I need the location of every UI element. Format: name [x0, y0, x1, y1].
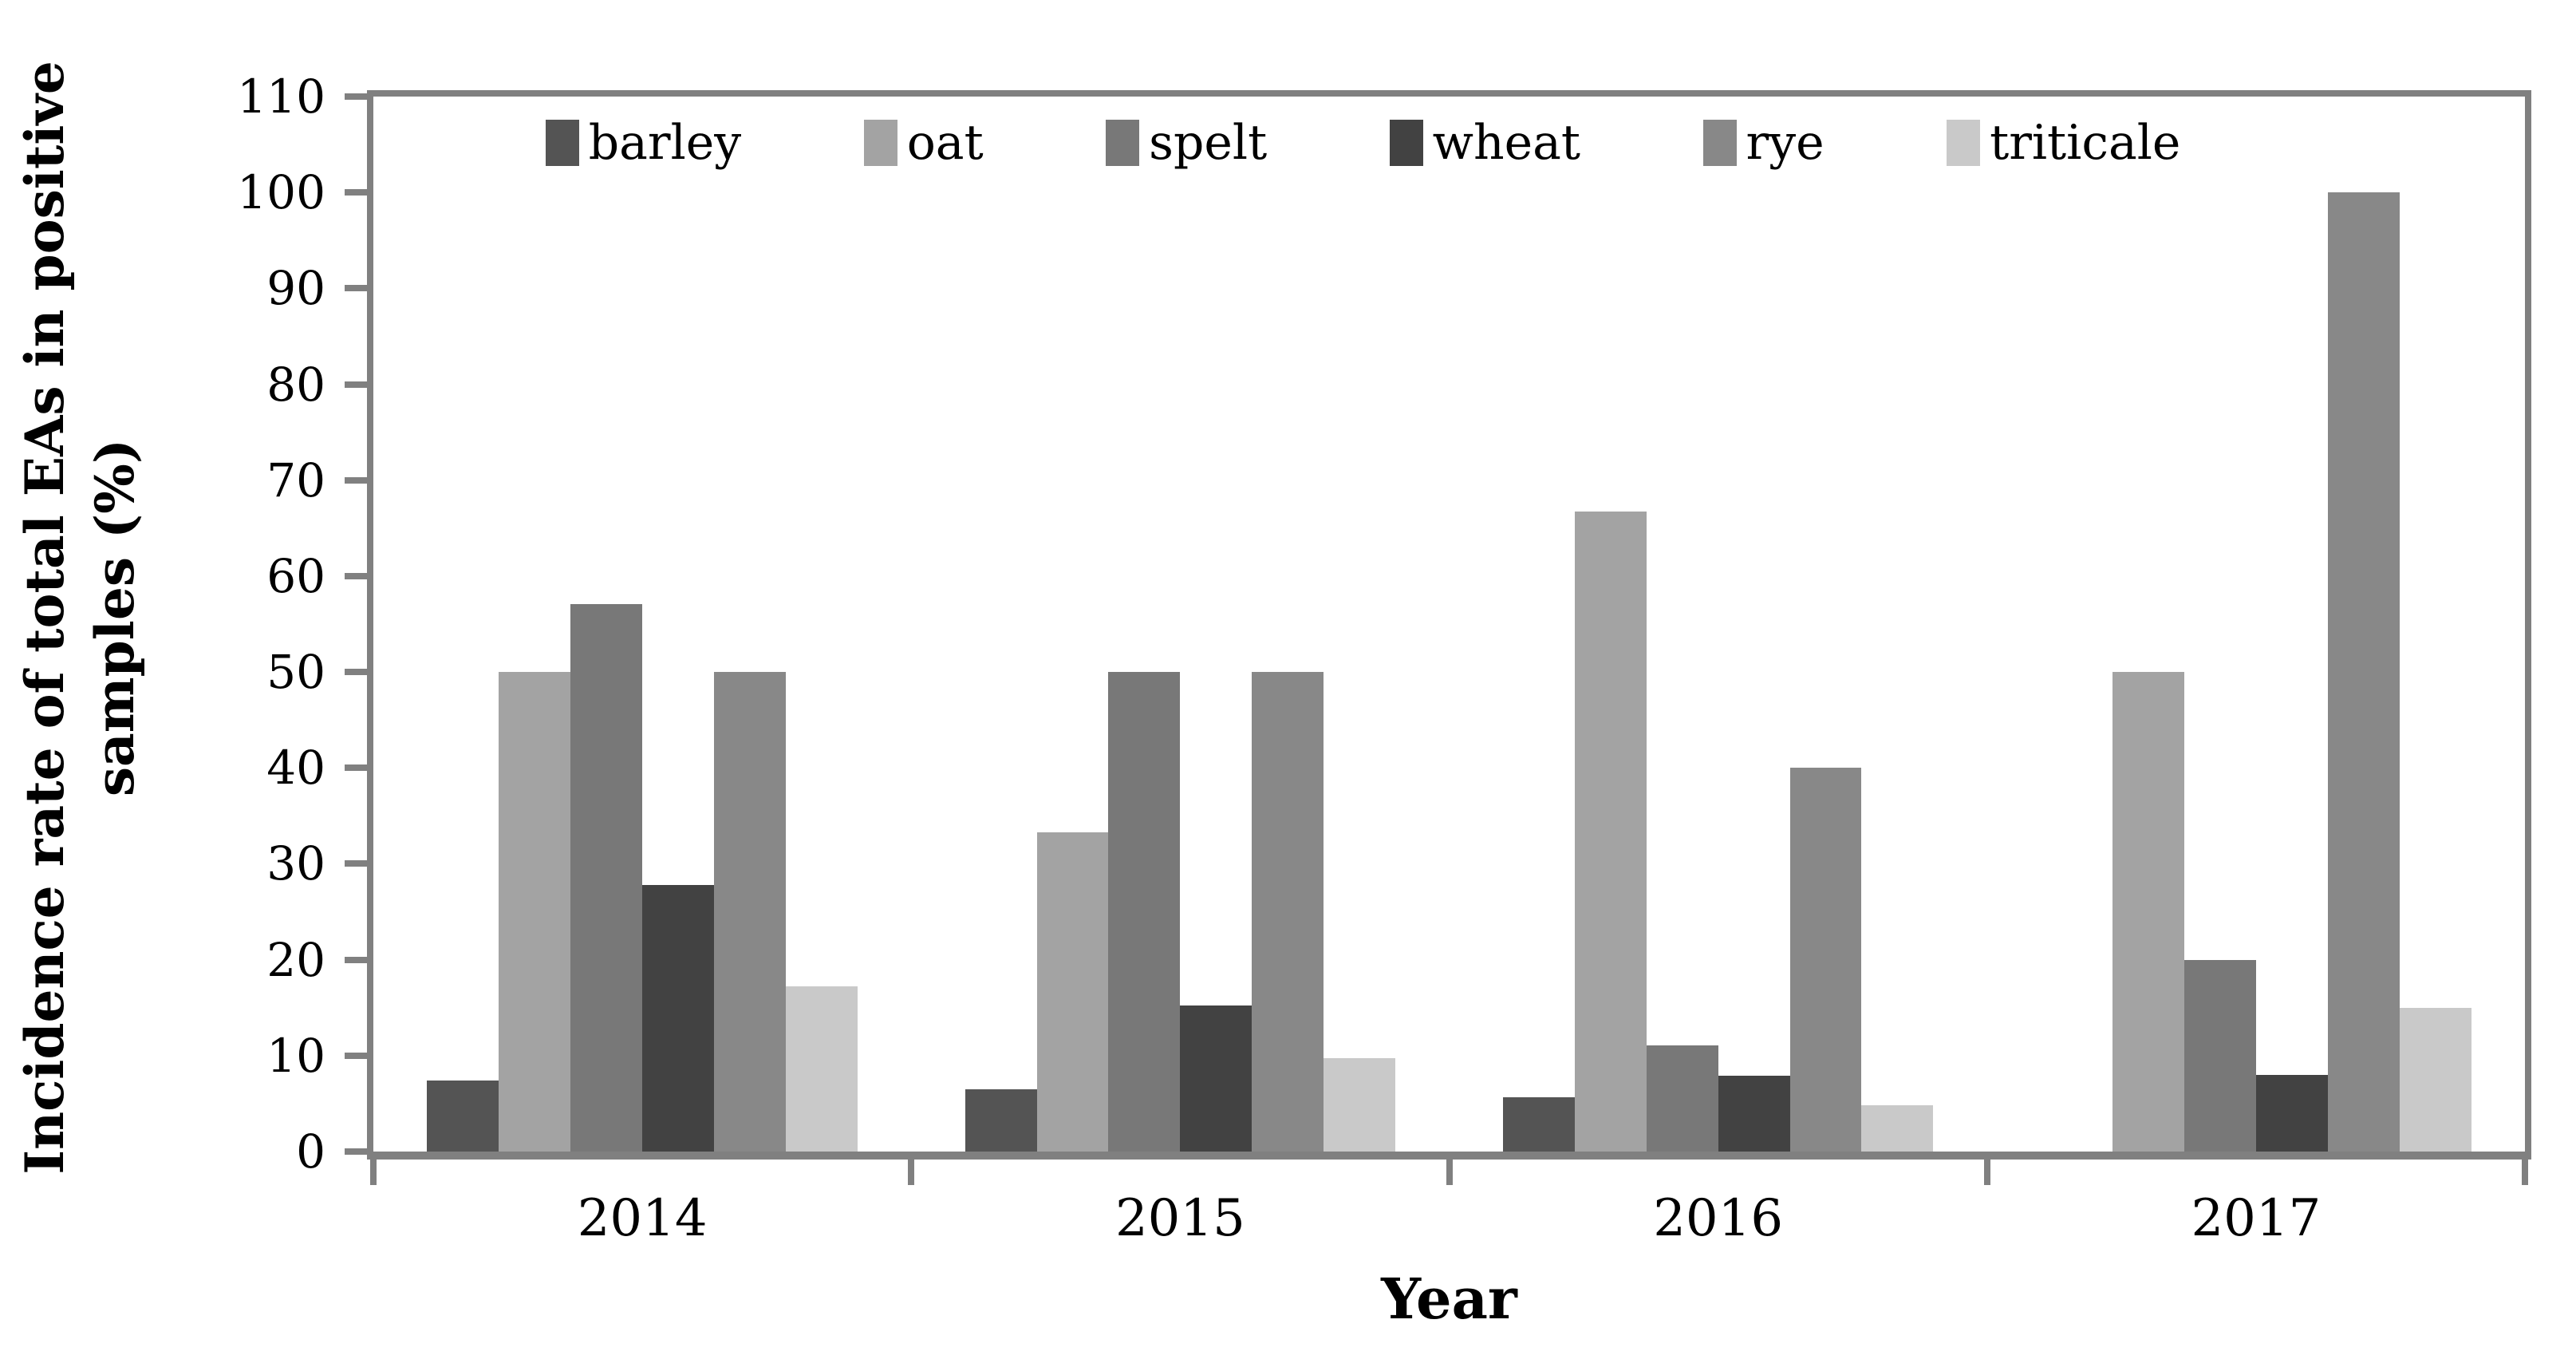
y-tick-mark: [345, 1148, 367, 1155]
bar-group-2015: [911, 97, 1449, 1152]
y-tick-mark: [345, 1052, 367, 1059]
bar-triticale-2014: [785, 986, 858, 1152]
legend-item-wheat: wheat: [1389, 115, 1581, 171]
bar-group-2016: [1450, 97, 1987, 1152]
bar-group-2014: [373, 97, 911, 1152]
bar-wheat-2015: [1180, 1005, 1252, 1152]
x-tick-mark: [370, 1160, 377, 1185]
bar-rye-2017: [2327, 192, 2400, 1152]
y-tick-mark: [345, 669, 367, 676]
bar-wheat-2017: [2255, 1074, 2328, 1152]
y-axis-title-line-2: samples (%): [84, 438, 146, 797]
bar-barley-2014: [427, 1081, 499, 1152]
bar-wheat-2016: [1718, 1076, 1790, 1152]
y-tick-label: 40: [266, 741, 325, 796]
bar-oat-2016: [1574, 512, 1647, 1152]
bar-spelt-2016: [1646, 1045, 1718, 1152]
legend-swatch-rye: [1702, 120, 1737, 166]
legend-item-rye: rye: [1702, 115, 1825, 171]
y-tick-mark: [345, 93, 367, 100]
x-tick-mark: [908, 1160, 915, 1185]
y-tick-label: 20: [266, 932, 325, 987]
legend-label-rye: rye: [1746, 115, 1825, 171]
bar-group-2017: [1987, 97, 2525, 1152]
bar-spelt-2017: [2183, 959, 2256, 1152]
legend-label-wheat: wheat: [1432, 115, 1581, 171]
legend-item-barley: barley: [545, 115, 742, 171]
legend-label-oat: oat: [906, 115, 984, 171]
y-tick-label: 30: [266, 836, 325, 891]
legend: barley oat spelt wheat rye triticale: [545, 115, 2181, 171]
x-tick-mark: [1983, 1160, 1990, 1185]
legend-label-triticale: triticale: [1990, 115, 2181, 171]
y-tick-label: 0: [296, 1124, 325, 1179]
bar-rye-2014: [714, 672, 786, 1152]
x-category-label-2015: 2015: [1114, 1189, 1245, 1248]
y-tick-label: 70: [266, 452, 325, 508]
y-tick-mark: [345, 285, 367, 292]
y-tick-label: 50: [266, 645, 325, 700]
legend-swatch-oat: [863, 120, 897, 166]
x-axis-title: Year: [1381, 1266, 1517, 1332]
bar-oat-2014: [499, 672, 571, 1152]
legend-item-triticale: triticale: [1947, 119, 2180, 167]
y-tick-mark: [345, 572, 367, 579]
bar-oat-2015: [1036, 832, 1109, 1152]
bar-barley-2016: [1502, 1096, 1575, 1152]
y-axis-title: Incidence rate of total EAs in positive …: [10, 61, 150, 1175]
bar-wheat-2014: [642, 884, 715, 1152]
y-tick-mark: [345, 956, 367, 963]
y-tick-label: 60: [266, 548, 325, 603]
y-tick-mark: [345, 189, 367, 196]
bar-spelt-2015: [1108, 672, 1181, 1152]
legend-swatch-wheat: [1389, 120, 1423, 166]
y-tick-mark: [345, 860, 367, 867]
bar-rye-2016: [1789, 768, 1862, 1152]
y-tick-label: 10: [266, 1028, 325, 1083]
legend-swatch-spelt: [1106, 120, 1140, 166]
bar-spelt-2014: [570, 603, 643, 1152]
y-tick-label: 80: [266, 357, 325, 412]
bar-triticale-2017: [2399, 1007, 2471, 1152]
legend-item-spelt: spelt: [1106, 119, 1267, 167]
legend-item-oat: oat: [863, 115, 984, 171]
y-tick-mark: [345, 381, 367, 388]
y-axis-title-line-1: Incidence rate of total EAs in positive: [14, 61, 76, 1175]
legend-swatch-triticale: [1947, 120, 1981, 166]
bar-barley-2015: [965, 1088, 1037, 1152]
plot-area: barley oat spelt wheat rye triticale Year 0 10…: [237, 73, 2531, 1327]
bar-triticale-2016: [1861, 1105, 1934, 1152]
bar-oat-2017: [2112, 672, 2184, 1152]
y-tick-label: 110: [237, 69, 325, 124]
y-tick-label: 90: [266, 261, 325, 316]
x-category-label-2014: 2014: [577, 1189, 708, 1248]
x-category-label-2017: 2017: [2191, 1189, 2322, 1248]
x-category-label-2016: 2016: [1653, 1189, 1784, 1248]
bar-triticale-2015: [1324, 1058, 1396, 1152]
y-tick-mark: [345, 476, 367, 484]
x-tick-mark: [1446, 1160, 1453, 1185]
legend-swatch-barley: [545, 120, 579, 166]
bar-rye-2015: [1252, 672, 1324, 1152]
y-tick-label: 100: [237, 165, 325, 220]
legend-label-barley: barley: [588, 115, 742, 171]
x-tick-mark: [2522, 1160, 2528, 1185]
y-tick-mark: [345, 764, 367, 772]
legend-label-spelt: spelt: [1149, 115, 1268, 171]
